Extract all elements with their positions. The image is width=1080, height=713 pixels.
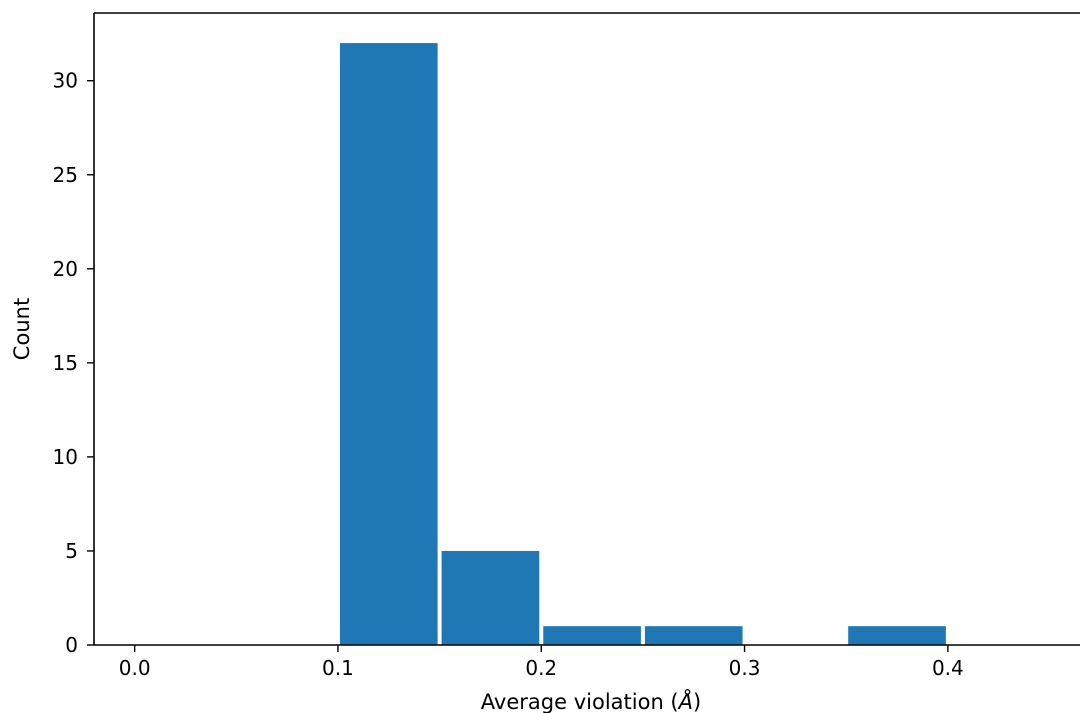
- x-axis-title-close: ): [693, 690, 701, 713]
- y-tick-label: 0: [65, 633, 78, 657]
- x-axis-title-text: Average violation (: [481, 690, 679, 713]
- histogram-bar: [848, 626, 946, 645]
- y-tick-label: 20: [53, 257, 78, 281]
- y-tick-label: 5: [65, 539, 78, 563]
- histogram-bar: [441, 550, 540, 645]
- histogram-bars: [339, 43, 946, 646]
- x-tick-label: 0.1: [322, 656, 354, 680]
- histogram-bar: [543, 626, 641, 645]
- y-tick-label: 10: [53, 445, 78, 469]
- y-axis-title: Count: [10, 298, 34, 360]
- x-axis-title: Average violation (Å): [481, 688, 701, 713]
- histogram-bar: [339, 43, 438, 646]
- y-tick-label: 25: [53, 163, 78, 187]
- x-tick-label: 0.2: [525, 656, 557, 680]
- histogram-bar: [644, 626, 743, 645]
- y-tick-label: 15: [53, 351, 78, 375]
- x-axis-title-unit: Å: [677, 688, 693, 713]
- x-tick-label: 0.3: [729, 656, 761, 680]
- x-axis-ticks: 0.0 0.1 0.2 0.3 0.4: [119, 645, 964, 680]
- y-axis-ticks: 0 5 10 15 20 25 30: [53, 69, 94, 657]
- x-tick-label: 0.0: [119, 656, 151, 680]
- x-tick-label: 0.4: [932, 656, 964, 680]
- y-tick-label: 30: [53, 69, 78, 93]
